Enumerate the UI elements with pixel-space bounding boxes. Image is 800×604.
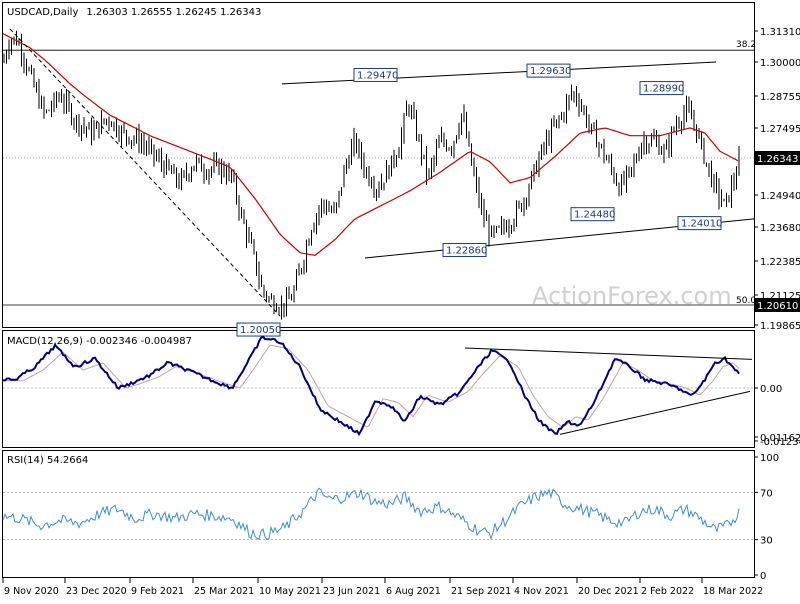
x-tick-label: 25 Mar 2021 <box>194 586 254 597</box>
downtrend-line <box>9 28 281 317</box>
x-tick-label: 9 Nov 2020 <box>4 586 59 597</box>
price-tick-label: 1.21125 <box>760 291 800 302</box>
price-panel-frame <box>2 2 755 328</box>
x-tick-label: 23 Jun 2021 <box>323 586 380 597</box>
rsi-header: RSI(14) 54.2664 <box>7 455 88 466</box>
x-tick-label: 9 Feb 2021 <box>131 586 184 597</box>
low-a-box <box>236 322 281 337</box>
x-tick-label: 20 Dec 2021 <box>578 586 639 597</box>
x-tick-label: 4 Nov 2021 <box>514 586 569 597</box>
price-tick-label: 1.30000 <box>760 58 800 69</box>
symbol-label: USDCAD,Daily <box>7 7 78 18</box>
low-c-label: 1.24480 <box>574 210 615 221</box>
peak-b-box <box>526 63 571 78</box>
x-axis: 9 Nov 2020 23 Dec 2020 9 Feb 2021 25 Mar 20… <box>2 578 763 597</box>
peak-a-box <box>353 67 398 82</box>
rsi-tick-label: 70 <box>760 488 773 499</box>
price-header: USDCAD,Daily 1.26303 1.26555 1.26245 1.26… <box>7 7 261 18</box>
macd-tick-label: -0.012348 <box>760 437 800 448</box>
rsi-panel-frame <box>2 450 755 578</box>
price-tick-label: 1.23680 <box>760 223 800 234</box>
macd-line <box>3 335 740 437</box>
rsi-tick-label: 100 <box>760 453 779 464</box>
x-tick-label: 6 Aug 2021 <box>386 586 441 597</box>
low-b-box <box>442 243 487 258</box>
peak-b-label: 1.29630 <box>530 66 571 77</box>
low-b-label: 1.22860 <box>446 246 487 257</box>
low-d-label: 1.24010 <box>681 219 722 230</box>
rsi-panel: 100 70 30 0 <box>2 453 779 582</box>
fib-38-label: 38.2 <box>736 40 756 50</box>
macd-upper-trendline <box>559 390 751 435</box>
price-tick-label: 1.19865 <box>760 321 800 332</box>
ma-line <box>2 33 739 257</box>
price-tick-label: 1.24940 <box>760 191 800 202</box>
current-price-label: 1.26343 <box>757 154 798 165</box>
current-price-box <box>755 151 800 165</box>
rsi-tick-label: 0 <box>760 571 766 582</box>
price-tick-label: 1.27495 <box>760 124 800 135</box>
x-tick-label: 2 Feb 2022 <box>641 586 694 597</box>
macd-tick-label: 0.011629 <box>760 433 800 444</box>
fib-50-price-label: 1.20610 <box>757 301 798 312</box>
peak-c-box <box>639 81 684 96</box>
low-d-box <box>677 216 722 231</box>
macd-lower-trendline <box>464 347 753 360</box>
x-tick-label: 21 Sep 2021 <box>451 586 511 597</box>
low-c-box <box>570 207 615 222</box>
macd-header: MACD(12,26,9) -0.002346 -0.004987 <box>7 336 192 347</box>
rsi-tick-label: 30 <box>760 536 773 547</box>
price-tick-label: 1.31310 <box>760 27 800 38</box>
fib-50-box <box>755 298 800 312</box>
fib-levels: 38.2 50.0 <box>3 40 756 306</box>
macd-panel-frame <box>2 330 755 448</box>
price-tick-label: 1.22385 <box>760 257 800 268</box>
moving-average <box>2 33 739 257</box>
macd-panel: 0.011629 0.00 -0.012348 <box>3 335 800 448</box>
price-candles <box>3 30 740 320</box>
ohlc-label: 1.26303 1.26555 1.26245 1.26343 <box>86 7 261 18</box>
peak-c-label: 1.28990 <box>643 84 684 95</box>
x-tick-label: 23 Dec 2020 <box>66 586 127 597</box>
price-axis: 1.31310 1.30000 1.28755 1.27495 1.24940 1.236… <box>754 27 800 332</box>
low-a-label: 1.20050 <box>240 325 281 336</box>
rsi-line <box>2 487 740 541</box>
price-annotations: 1.29470 1.29630 1.28990 1.20050 1.22860 1.244… <box>236 63 722 337</box>
macd-tick-label: 0.00 <box>760 384 782 395</box>
x-tick-label: 18 Mar 2022 <box>703 586 763 597</box>
peak-a-label: 1.29470 <box>357 70 398 81</box>
price-tick-label: 1.28755 <box>760 92 800 103</box>
x-tick-label: 10 May 2021 <box>259 586 321 597</box>
watermark: ActionForex.com <box>532 282 732 310</box>
fib-50-label: 50.0 <box>736 296 756 306</box>
